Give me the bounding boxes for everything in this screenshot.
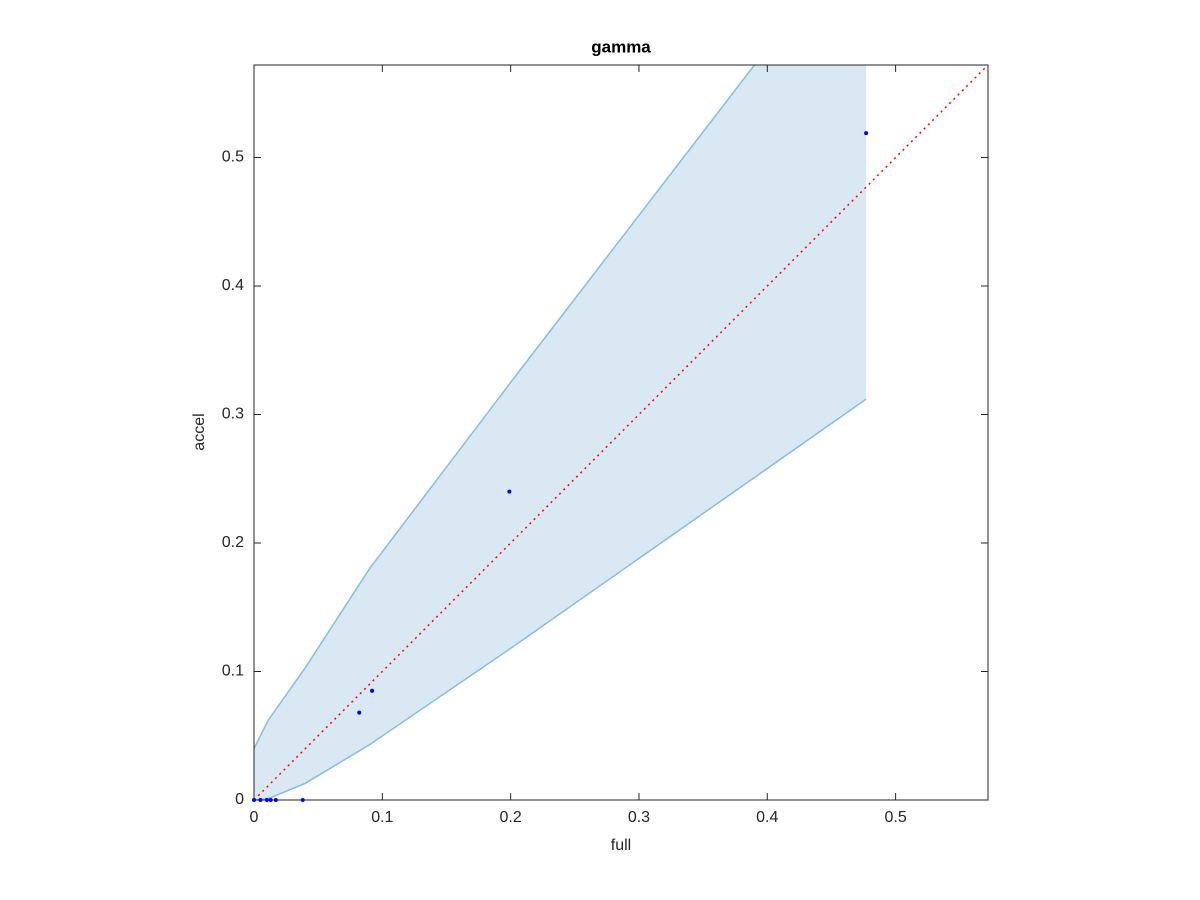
x-tick-label: 0.5 bbox=[884, 809, 906, 826]
y-tick-label: 0.5 bbox=[222, 149, 244, 166]
x-tick-label: 0.2 bbox=[500, 809, 522, 826]
y-tick-label: 0.3 bbox=[222, 406, 244, 423]
band-fill bbox=[254, 65, 867, 800]
plot-area bbox=[254, 65, 988, 800]
point bbox=[507, 489, 512, 494]
y-axis-label: accel bbox=[191, 413, 208, 450]
y-tick-label: 0.1 bbox=[222, 663, 244, 680]
point bbox=[370, 688, 375, 693]
point bbox=[300, 798, 305, 802]
y-tick-label: 0.2 bbox=[222, 534, 244, 551]
point bbox=[864, 131, 869, 136]
point bbox=[264, 798, 269, 802]
point bbox=[268, 798, 273, 802]
x-tick-label: 0.1 bbox=[371, 809, 393, 826]
x-tick-label: 0.4 bbox=[756, 809, 778, 826]
axes-box bbox=[253, 64, 989, 801]
point bbox=[252, 798, 256, 802]
x-tick-label: 0.3 bbox=[628, 809, 650, 826]
y-tick-label: 0.4 bbox=[222, 277, 244, 294]
point bbox=[273, 798, 278, 802]
diagonal-line bbox=[254, 65, 988, 800]
y-tick-label: 0 bbox=[235, 791, 244, 808]
band-upper bbox=[254, 65, 756, 749]
chart-title: gamma bbox=[591, 37, 651, 56]
point bbox=[258, 798, 263, 802]
x-axis-label: full bbox=[611, 837, 631, 854]
x-tick-label: 0 bbox=[250, 809, 259, 826]
point bbox=[357, 710, 362, 715]
